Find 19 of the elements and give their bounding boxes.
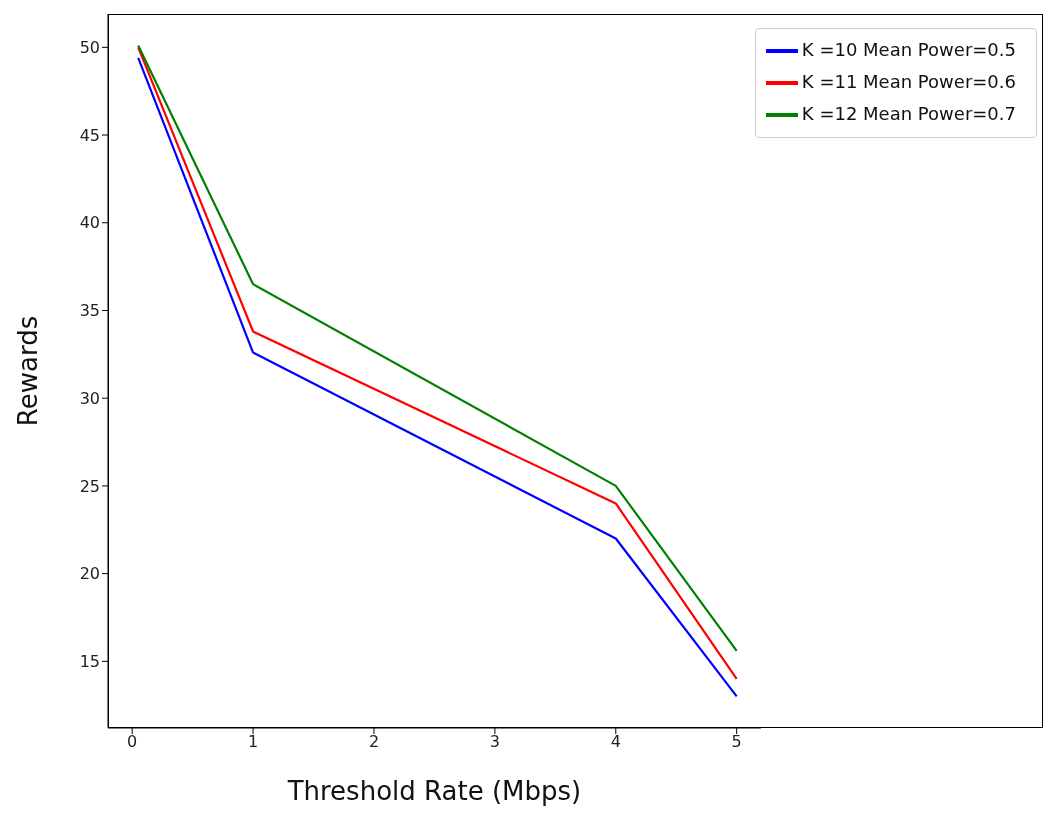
y-tick-label: 30 (79, 388, 100, 408)
legend-label: K =10 Mean Power=0.5 (801, 39, 1016, 60)
legend-label: K =12 Mean Power=0.7 (801, 103, 1016, 124)
y-tick-label: 15 (79, 652, 100, 672)
y-axis-title: Rewards (13, 315, 44, 427)
x-tick-label: 3 (489, 732, 500, 752)
x-tick-label: 2 (368, 732, 380, 752)
x-axis-title: Threshold Rate (Mbps) (286, 776, 582, 806)
legend-label: K =11 Mean Power=0.6 (801, 71, 1016, 92)
y-tick-label: 40 (79, 213, 100, 233)
x-tick-label: 4 (610, 732, 621, 752)
y-tick-label: 50 (79, 38, 100, 58)
y-tick-label: 45 (79, 125, 100, 145)
x-tick-label: 1 (247, 732, 259, 752)
x-tick-label: 5 (731, 732, 742, 752)
y-tick-label: 35 (79, 301, 100, 321)
y-tick-label: 20 (79, 564, 100, 584)
x-tick-label: 0 (127, 732, 138, 752)
y-tick-label: 25 (79, 476, 100, 496)
